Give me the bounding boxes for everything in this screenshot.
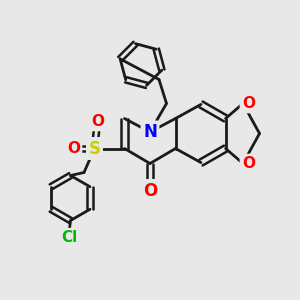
Text: O: O <box>143 182 157 200</box>
Text: N: N <box>143 123 157 141</box>
Text: O: O <box>67 141 80 156</box>
Text: S: S <box>88 140 101 158</box>
Text: O: O <box>91 114 104 129</box>
Text: Cl: Cl <box>61 230 77 245</box>
Text: O: O <box>242 96 255 111</box>
Text: O: O <box>242 156 255 171</box>
